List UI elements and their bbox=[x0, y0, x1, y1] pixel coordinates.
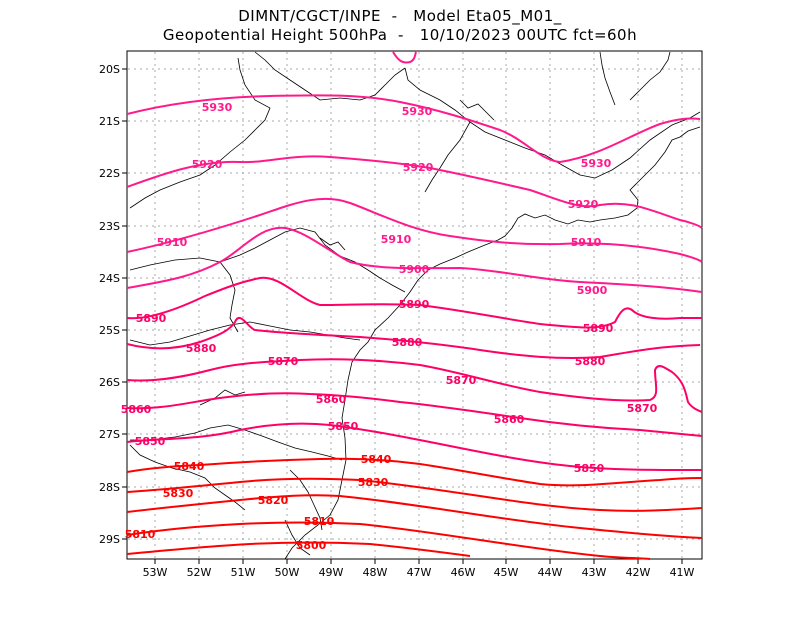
map-title-line2: Geopotential Height 500hPa - 10/10/2023 … bbox=[162, 26, 638, 44]
lat-label: 20S bbox=[99, 63, 120, 76]
contour-label-5920: 5920 bbox=[192, 158, 223, 171]
contour-label-5920: 5920 bbox=[568, 198, 599, 211]
lat-label: 29S bbox=[99, 533, 120, 546]
contour-label-5930: 5930 bbox=[202, 101, 233, 114]
contour-label-5860: 5860 bbox=[121, 403, 152, 416]
lat-label: 28S bbox=[99, 481, 120, 494]
contour-label-5880: 5880 bbox=[186, 342, 217, 355]
contour-label-5870: 5870 bbox=[627, 402, 658, 415]
contour-label-5860: 5860 bbox=[494, 413, 525, 426]
contour-label-5910: 5910 bbox=[571, 236, 602, 249]
contour-label-5890: 5890 bbox=[399, 298, 430, 311]
contour-label-5870: 5870 bbox=[268, 355, 299, 368]
lat-label: 23S bbox=[99, 220, 120, 233]
contour-label-5880: 5880 bbox=[575, 355, 606, 368]
contour-label-5880: 5880 bbox=[392, 336, 423, 349]
contour-label-5920: 5920 bbox=[403, 161, 434, 174]
coastline-and-borders bbox=[129, 51, 701, 560]
contour-label-5910: 5910 bbox=[157, 236, 188, 249]
contour-label-5890: 5890 bbox=[583, 322, 614, 335]
lon-label: 47W bbox=[407, 566, 432, 579]
contour-label-5890: 5890 bbox=[136, 312, 167, 325]
lon-label: 43W bbox=[582, 566, 607, 579]
axis-ticks bbox=[122, 68, 683, 564]
lon-label: 48W bbox=[363, 566, 388, 579]
lon-label: 53W bbox=[143, 566, 168, 579]
contour-label-5910: 5910 bbox=[381, 233, 412, 246]
lon-label: 49W bbox=[319, 566, 344, 579]
contour-label-5900: 5900 bbox=[577, 284, 608, 297]
lat-label: 22S bbox=[99, 167, 120, 180]
contour-label-5840: 5840 bbox=[174, 460, 205, 473]
lon-label: 51W bbox=[231, 566, 256, 579]
lon-label: 41W bbox=[670, 566, 695, 579]
lon-label: 50W bbox=[275, 566, 300, 579]
lat-label: 26S bbox=[99, 376, 120, 389]
contour-label-5930: 5930 bbox=[581, 157, 612, 170]
lon-label: 42W bbox=[626, 566, 651, 579]
contour-label-5810: 5810 bbox=[304, 515, 335, 528]
contour-label-5850: 5850 bbox=[135, 435, 166, 448]
lat-label: 21S bbox=[99, 115, 120, 128]
map-title-line1: DIMNT/CGCT/INPE - Model Eta05_M01_ bbox=[238, 7, 562, 25]
lon-label: 52W bbox=[187, 566, 212, 579]
lon-label: 46W bbox=[451, 566, 476, 579]
contour-label-5830: 5830 bbox=[358, 476, 389, 489]
contour-label-5900: 5900 bbox=[399, 263, 430, 276]
contour-label-5870: 5870 bbox=[446, 374, 477, 387]
contour-label-5930: 5930 bbox=[402, 105, 433, 118]
contours-high bbox=[126, 94, 703, 293]
lat-label: 27S bbox=[99, 428, 120, 441]
contour-label-5820: 5820 bbox=[258, 494, 289, 507]
lon-label: 45W bbox=[494, 566, 519, 579]
lon-label: 44W bbox=[538, 566, 563, 579]
lat-label: 25S bbox=[99, 324, 120, 337]
contour-label-5850: 5850 bbox=[328, 420, 359, 433]
contour-label-5800: 5800 bbox=[296, 539, 327, 552]
contour-label-5840: 5840 bbox=[361, 453, 392, 466]
lat-label: 24S bbox=[99, 272, 120, 285]
contour-label-5830: 5830 bbox=[163, 487, 194, 500]
contours-mid bbox=[126, 276, 703, 471]
contour-label-5860: 5860 bbox=[316, 393, 347, 406]
contours-low bbox=[126, 457, 703, 560]
contour-label-5850: 5850 bbox=[574, 462, 605, 475]
contour-label-5810: 5810 bbox=[125, 528, 156, 541]
contour-fragment-top bbox=[392, 51, 417, 64]
